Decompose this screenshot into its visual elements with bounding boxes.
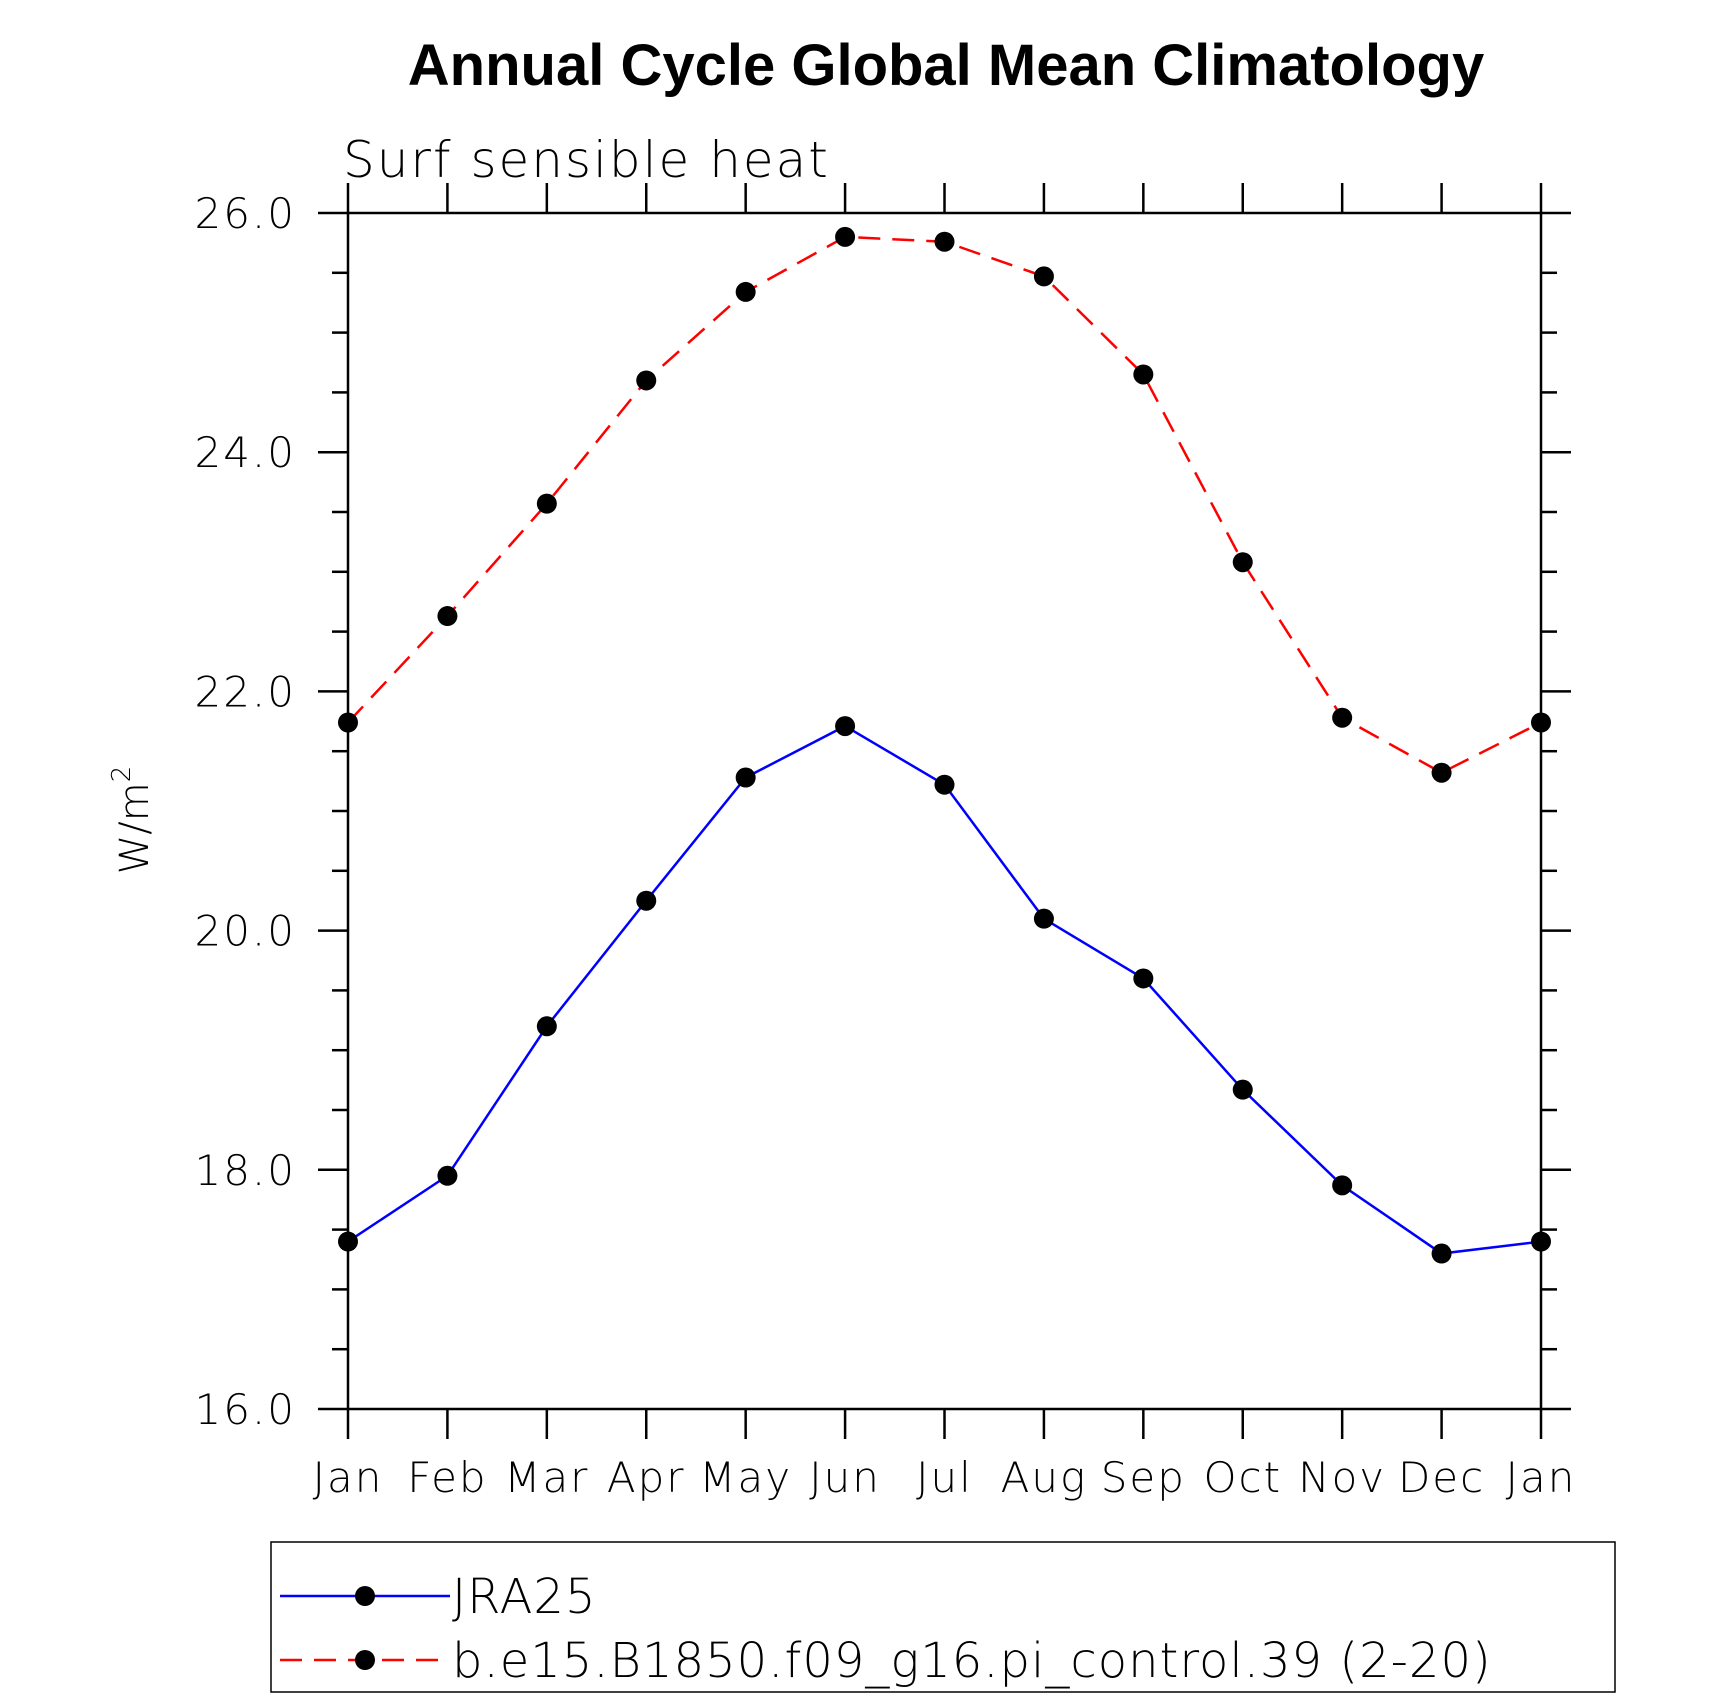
x-tick-label: Feb [407, 1453, 487, 1502]
data-point-series-1 [1332, 1175, 1353, 1196]
y-axis-label-superscript: 2 [107, 766, 137, 783]
data-point-series-1 [1232, 1079, 1253, 1100]
x-tick-label: Jul [916, 1453, 973, 1502]
legend-box [270, 1541, 1616, 1693]
chart-subtitle: Surf sensible heat [343, 131, 830, 189]
data-point-series-2 [1133, 364, 1154, 385]
y-tick-label: 26.0 [194, 189, 296, 238]
data-point-series-2 [1431, 762, 1452, 783]
data-point-series-1 [437, 1165, 458, 1186]
data-point-series-1 [1133, 968, 1154, 989]
data-point-series-2 [636, 370, 657, 391]
series-line-1 [347, 724, 1542, 1255]
x-tick-label: May [699, 1453, 792, 1502]
data-point-series-1 [735, 767, 756, 788]
x-tick-label: Jan [313, 1453, 384, 1502]
x-tick-label: Apr [607, 1453, 686, 1502]
y-axis-label: W/m2 [107, 766, 158, 875]
plot-frame [346, 211, 1543, 1411]
y-tick-label: 22.0 [194, 667, 296, 716]
y-tick-label: 16.0 [194, 1385, 296, 1434]
data-point-series-1 [835, 716, 856, 737]
data-point-series-2 [835, 226, 856, 247]
x-tick-label: Nov [1298, 1453, 1386, 1502]
data-point-series-2 [437, 606, 458, 627]
legend-items: JRA25 b.e15.B1850.f09_g16.pi_control.39 (… [280, 1569, 1492, 1689]
x-tick-label: Oct [1203, 1453, 1282, 1502]
x-tick-label: Dec [1398, 1453, 1485, 1502]
y-tick-label: 20.0 [194, 907, 296, 956]
data-point-series-2 [934, 231, 955, 252]
legend-marker-2 [355, 1650, 375, 1670]
data-point-series-1 [1531, 1231, 1551, 1252]
data-point-series-2 [1531, 712, 1551, 733]
x-tick-label: Mar [504, 1453, 589, 1502]
data-point-series-2 [1332, 707, 1353, 728]
legend-label-2: b.e15.B1850.f09_g16.pi_control.39 (2-20) [452, 1633, 1492, 1689]
data-point-series-2 [735, 281, 756, 302]
y-tick-label: 24.0 [194, 428, 296, 477]
x-tick-label: Aug [1001, 1453, 1088, 1502]
y-tick-label: 18.0 [194, 1146, 296, 1195]
data-point-series-2 [338, 712, 358, 733]
axes: Jan Feb Mar Apr May Jun Jul Aug Sep Oct Nov Dec Jan 1… [194, 183, 1577, 1502]
data-point-series-2 [536, 493, 557, 514]
x-tick-label: Sep [1101, 1453, 1186, 1502]
y-axis-label-text: W/m [112, 782, 158, 874]
legend: JRA25 b.e15.B1850.f09_g16.pi_control.39 (… [270, 1541, 1616, 1693]
data-point-series-1 [1033, 908, 1054, 929]
legend-marker-1 [355, 1586, 375, 1606]
x-tick-label: Jan [1506, 1453, 1577, 1502]
data-point-series-1 [1431, 1243, 1452, 1264]
data-point-series-2 [1232, 552, 1253, 573]
data-point-series-1 [536, 1016, 557, 1037]
data-point-series-1 [636, 890, 657, 911]
legend-label-1: JRA25 [452, 1569, 596, 1625]
x-tick-label: Jun [809, 1453, 881, 1502]
data-point-series-2 [1033, 266, 1054, 287]
series-line-2 [347, 235, 1542, 775]
data-point-series-1 [338, 1231, 358, 1252]
chart-title: Annual Cycle Global Mean Climatology [408, 33, 1484, 98]
series-group [338, 226, 1551, 1264]
data-point-series-1 [934, 774, 955, 795]
